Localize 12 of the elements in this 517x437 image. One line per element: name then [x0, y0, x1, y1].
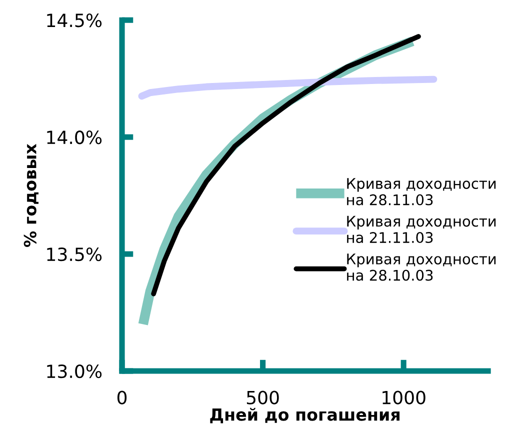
x-tick-label: 500 [246, 390, 279, 404]
y-tick-label: 13.5% [47, 248, 102, 262]
legend-label: Кривая доходности на 28.11.03 [347, 178, 496, 206]
legend-label: Кривая доходности на 21.11.03 [347, 216, 496, 244]
y-tick-label: 14.0% [47, 130, 102, 144]
legend-label: Кривая доходности на 28.10.03 [347, 254, 496, 281]
x-tick-label: 1000 [382, 390, 426, 404]
y-axis-title: % годовых [24, 144, 38, 247]
y-tick-label: 14.5% [47, 14, 102, 28]
x-tick-label: 0 [117, 390, 127, 404]
x-axis-title: Дней до погашения [210, 408, 400, 424]
y-tick-label: 13.0% [47, 364, 102, 378]
